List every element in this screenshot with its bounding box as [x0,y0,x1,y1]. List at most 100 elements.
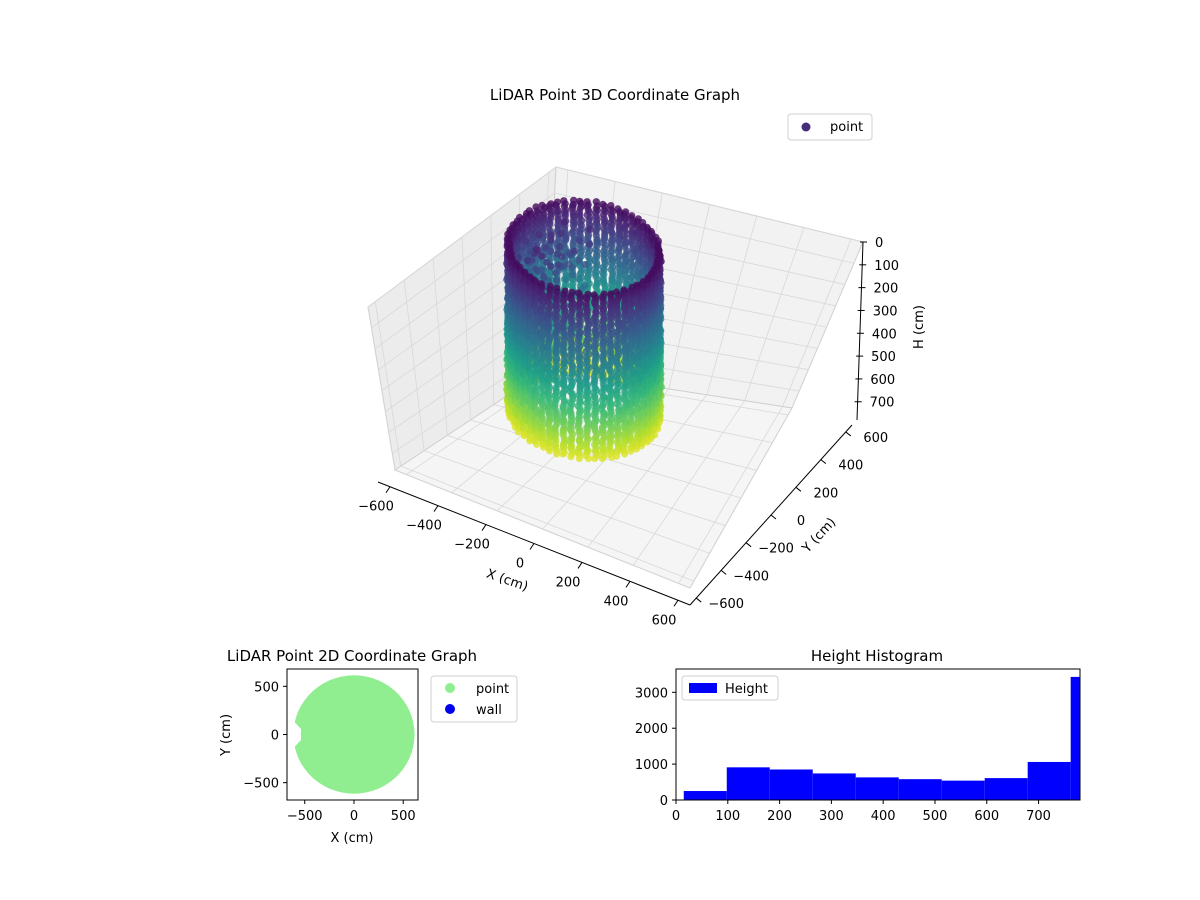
point-3d [556,243,564,251]
z-tick-3d: 500 [871,350,896,365]
point-3d [547,236,555,244]
point-3d [552,269,560,277]
histogram-bar [1027,761,1071,800]
point-3d [552,276,561,284]
point-3d [538,266,546,274]
point-3d [575,237,584,245]
x-tick-hist: 0 [672,809,680,824]
point-3d [575,454,584,462]
legend-3d-label: point [830,120,863,135]
histogram-bar [941,780,985,800]
point-3d [538,252,546,260]
chart-3d: LiDAR Point 3D Coordinate Graph −600 −400… [358,86,927,628]
legend-3d: point [787,113,873,141]
legend-3d-frame [787,113,873,141]
legend-hist: Height [681,675,779,701]
histogram-ticks: 0 100 200 300 400 500 600 700 0 1000 2000 3000 [635,686,1051,824]
chart-2d: LiDAR Point 2D Coordinate Graph −500 0 500… [219,647,518,846]
point-3d [557,229,565,238]
legend-2d-wall-marker [445,704,455,714]
chart-2d-title: LiDAR Point 2D Coordinate Graph [227,647,477,665]
point-3d [547,248,555,256]
z-ticks-3d: 0 100 200 300 400 500 600 700 [854,236,899,411]
point-3d [567,453,575,461]
point-3d [586,240,594,248]
histogram-bar [898,779,942,800]
histogram-bars [683,676,1080,800]
point-3d [581,261,589,269]
point-3d [546,447,554,455]
z-tick-3d: 300 [873,304,898,319]
point-3d [523,256,532,265]
point-3d [558,253,566,261]
x-tick-3d: 200 [556,575,581,590]
point-3d [514,428,523,436]
point-3d [533,440,541,448]
point-3d [562,276,570,284]
point-cloud-3d [503,196,666,463]
point-3d [575,275,583,283]
x-tick-3d: −400 [406,519,442,534]
legend-2d-point-label: point [476,682,509,697]
histogram-bar [1070,676,1080,800]
point-3d [535,231,543,239]
histogram-bar [812,773,856,800]
legend-hist-frame [681,675,779,701]
point-region-2d [294,675,415,794]
x-tick-hist: 200 [767,809,792,824]
y-tick-hist: 0 [660,794,668,809]
histogram-frame [675,668,1081,801]
x-tick-2d: 0 [350,809,358,824]
x-ticks-3d: −600 −400 −200 0 200 400 600 [358,486,679,628]
pane-floor [393,369,793,589]
point-3d [547,231,556,239]
y-tick-3d: −400 [733,569,769,584]
legend-2d-point-marker [445,683,455,693]
point-3d [522,237,530,246]
x-axis-label-2d: X (cm) [331,831,374,846]
z-tick-3d: 700 [870,396,895,411]
x-tick-hist: 400 [871,809,896,824]
histogram-bar [726,767,770,800]
point-3d [520,432,529,440]
point-3d [542,244,550,252]
x-tick-2d: −500 [287,809,323,824]
point-cloud-2d [294,675,415,794]
point-3d [532,246,541,254]
point-3d [540,443,548,451]
point-3d [560,218,568,226]
y-tick-3d: 600 [863,431,888,446]
histogram-bar [683,791,727,800]
legend-hist-swatch [689,683,717,693]
x-tick-hist: 100 [715,809,740,824]
point-3d [553,450,561,458]
y-axis-label-2d: Y (cm) [219,714,234,757]
chart-3d-title: LiDAR Point 3D Coordinate Graph [490,86,740,104]
y-tick-3d: 400 [838,459,863,474]
point-3d [574,256,582,264]
x-tick-hist: 700 [1026,809,1051,824]
z-axis-line [856,241,864,421]
point-3d [559,450,567,458]
point-3d [586,225,594,233]
y-tick-2d: 0 [271,729,279,744]
point-3d [621,450,629,458]
x-tick-hist: 600 [974,809,999,824]
point-3d [562,234,570,243]
point-3d [598,454,607,463]
ticks-2d: −500 0 500 500 0 −500 [243,680,415,824]
x-tick-3d: −200 [454,538,490,553]
point-3d [627,447,635,455]
point-3d [608,453,616,461]
z-axis-label-3d: H (cm) [912,305,927,349]
legend-3d-marker [801,122,811,132]
point-3d [584,454,593,463]
height-histogram: Height Histogram 0 100 200 300 400 500 600 7000… [635,647,1081,824]
point-3d [527,248,535,256]
point-3d [540,273,548,281]
histogram-bar [855,777,899,800]
y-tick-hist: 1000 [635,758,668,773]
point-3d [565,249,573,257]
